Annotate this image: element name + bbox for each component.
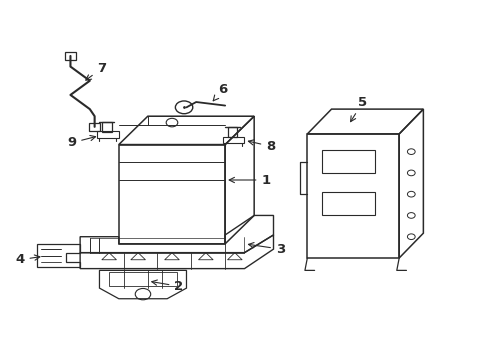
Text: 8: 8 xyxy=(248,140,275,153)
Text: 1: 1 xyxy=(229,174,270,186)
Bar xyxy=(64,52,76,60)
Text: 4: 4 xyxy=(15,253,40,266)
Bar xyxy=(321,150,374,173)
Text: 7: 7 xyxy=(85,62,106,80)
Text: 6: 6 xyxy=(213,83,227,101)
Text: 9: 9 xyxy=(67,135,95,149)
Bar xyxy=(321,192,374,215)
Bar xyxy=(89,123,100,131)
Text: 3: 3 xyxy=(248,243,285,256)
Text: 5: 5 xyxy=(350,95,367,122)
Text: 2: 2 xyxy=(151,280,183,293)
